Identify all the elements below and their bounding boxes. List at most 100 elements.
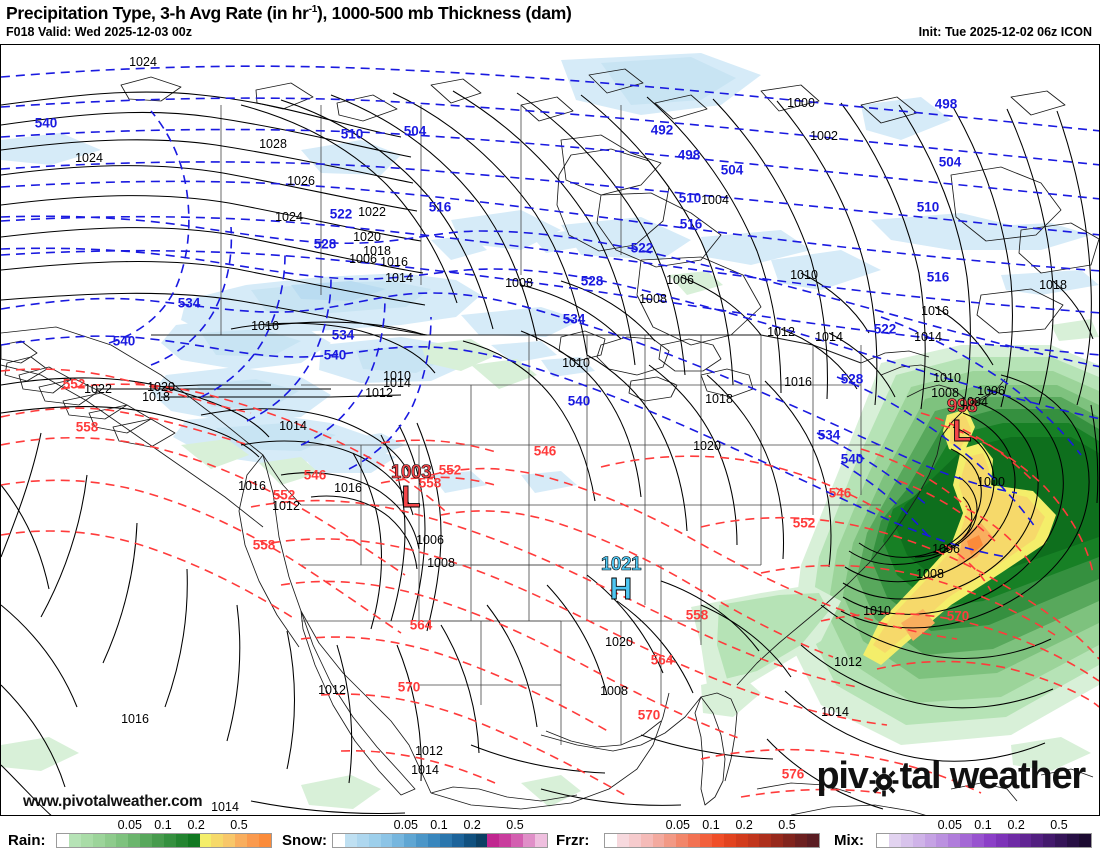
legend-swatch bbox=[700, 834, 712, 847]
legend-swatch bbox=[416, 834, 428, 847]
isobar-label: 1008 bbox=[600, 683, 628, 698]
legend-group-frzr[interactable]: Frzr: 0.05 0.1 0.2 0.5 bbox=[556, 816, 822, 850]
legend-swatch bbox=[140, 834, 152, 847]
pressure-value: 1003 bbox=[390, 462, 432, 483]
thickness-label-cold: 504 bbox=[403, 123, 427, 139]
legend-tick-label: 0.05 bbox=[665, 818, 690, 832]
thickness-label-cold: 516 bbox=[679, 216, 703, 232]
legend-swatch bbox=[983, 834, 996, 847]
thickness-label-cold: 498 bbox=[934, 96, 958, 112]
legend-swatch bbox=[534, 834, 547, 847]
legend-swatch bbox=[711, 834, 724, 847]
legend-ticks-mix: 0.05 0.1 0.2 0.5 bbox=[876, 818, 1090, 834]
legend-swatch bbox=[806, 834, 819, 847]
legend-swatch bbox=[924, 834, 937, 847]
legend-swatch bbox=[439, 834, 452, 847]
pressure-center-low-998[interactable]: 998 L bbox=[931, 397, 993, 447]
isobar-label: 1010 bbox=[383, 368, 411, 383]
legend-swatch bbox=[235, 834, 247, 847]
thickness-label-cold: 534 bbox=[817, 427, 841, 443]
legend-swatch bbox=[223, 834, 236, 847]
title-tail: ), 1000-500 mb Thickness (dam) bbox=[317, 3, 572, 23]
isobar-label: 1006 bbox=[416, 532, 444, 547]
isobar-label: 1020 bbox=[353, 229, 381, 244]
isobar-label: 1008 bbox=[427, 555, 455, 570]
legend-swatch bbox=[1043, 834, 1056, 847]
thickness-label-cold: 534 bbox=[177, 295, 201, 311]
legend-swatch bbox=[451, 834, 464, 847]
legend-tick-label: 0.5 bbox=[778, 818, 796, 832]
thickness-label-cold: 504 bbox=[938, 154, 962, 170]
isobar-label: 1006 bbox=[666, 272, 694, 287]
isobar-label: 1014 bbox=[211, 799, 239, 814]
isobar-label: 1008 bbox=[916, 566, 944, 581]
legend-tick-label: 0.5 bbox=[506, 818, 524, 832]
legend-swatch bbox=[877, 834, 889, 847]
isobar-label: 1020 bbox=[693, 438, 721, 453]
legend-swatch bbox=[936, 834, 949, 847]
legend-swatch bbox=[175, 834, 188, 847]
pressure-center-low-1003[interactable]: 1003 L bbox=[379, 462, 443, 513]
isobar-label: 1018 bbox=[705, 391, 733, 406]
isobar-contours bbox=[1, 90, 1099, 815]
isobar-label: 1022 bbox=[84, 381, 112, 396]
thickness-label-warm: 546 bbox=[533, 443, 557, 459]
legend-bar-mix[interactable] bbox=[876, 833, 1092, 848]
legend-tick-label: 0.2 bbox=[187, 818, 205, 832]
thickness-label-warm: 546 bbox=[828, 485, 852, 501]
legend-tick-label: 0.5 bbox=[230, 818, 248, 832]
legend-swatch bbox=[735, 834, 748, 847]
legend-bar-snow[interactable] bbox=[332, 833, 548, 848]
legend-tick-label: 0.2 bbox=[735, 818, 753, 832]
isobar-label: 1026 bbox=[287, 173, 315, 188]
thickness-label-cold: 492 bbox=[650, 122, 674, 138]
isobar-label: 1006 bbox=[349, 251, 377, 266]
isobar-label: 1010 bbox=[933, 370, 961, 385]
legend-swatch bbox=[404, 834, 417, 847]
legend-swatch bbox=[995, 834, 1008, 847]
isobar-label: 1008 bbox=[505, 275, 533, 290]
thickness-label-cold: 540 bbox=[840, 451, 864, 467]
legend-swatch bbox=[616, 834, 629, 847]
legend-swatch bbox=[128, 834, 141, 847]
thickness-label-cold: 540 bbox=[112, 333, 136, 349]
legend-swatch bbox=[628, 834, 641, 847]
legend-swatch bbox=[771, 834, 784, 847]
legend-label-snow: Snow: bbox=[282, 832, 327, 849]
thickness-label-warm: 558 bbox=[75, 419, 99, 435]
legend-swatch bbox=[68, 834, 81, 847]
thickness-label-cold: 522 bbox=[329, 206, 353, 222]
pressure-center-high-1021[interactable]: 1021 H bbox=[589, 555, 653, 605]
legend-label-frzr: Frzr: bbox=[556, 832, 590, 849]
isobar-label: 1020 bbox=[147, 379, 175, 394]
legend-bar-rain[interactable] bbox=[56, 833, 272, 848]
legend-swatch bbox=[640, 834, 653, 847]
legend-swatch bbox=[652, 834, 665, 847]
precip-rain-field bbox=[1, 271, 1099, 809]
legend-tick-label: 0.1 bbox=[430, 818, 448, 832]
legend-swatch bbox=[152, 834, 164, 847]
page-title: Precipitation Type, 3-h Avg Rate (in hr-… bbox=[6, 3, 572, 24]
isobar-label: 1004 bbox=[701, 192, 729, 207]
isobar-label: 1014 bbox=[279, 418, 307, 433]
legend-tick-label: 0.1 bbox=[154, 818, 172, 832]
isobar-label: 1018 bbox=[1039, 277, 1067, 292]
thickness-label-warm: 558 bbox=[252, 537, 276, 553]
isobar-label: 1014 bbox=[385, 270, 413, 285]
legend-swatch bbox=[344, 834, 357, 847]
legend-swatch bbox=[676, 834, 689, 847]
legend-group-snow[interactable]: Snow: 0.05 0.1 0.2 0.5 bbox=[282, 816, 550, 850]
isobar-label: 1000 bbox=[977, 474, 1005, 489]
isobar-label: 1000 bbox=[787, 95, 815, 110]
legend-tick-label: 0.05 bbox=[937, 818, 962, 832]
thickness-label-cold: 528 bbox=[580, 273, 604, 289]
legend-swatch bbox=[795, 834, 807, 847]
legend-bar-frzr[interactable] bbox=[604, 833, 820, 848]
thickness-label-cold: 528 bbox=[840, 371, 864, 387]
legend-group-rain[interactable]: Rain: 0.05 0.1 0.2 0.5 bbox=[8, 816, 274, 850]
legend-swatch bbox=[247, 834, 259, 847]
legend-group-mix[interactable]: Mix: 0.05 0.1 0.2 0.5 bbox=[834, 816, 1094, 850]
legend-swatch bbox=[1055, 834, 1067, 847]
init-time-label: Init: Tue 2025-12-02 06z ICON bbox=[918, 25, 1092, 39]
weather-map[interactable]: 998 L 1003 L 1021 H 1024 1028 1026 1024 1022… bbox=[0, 44, 1100, 816]
